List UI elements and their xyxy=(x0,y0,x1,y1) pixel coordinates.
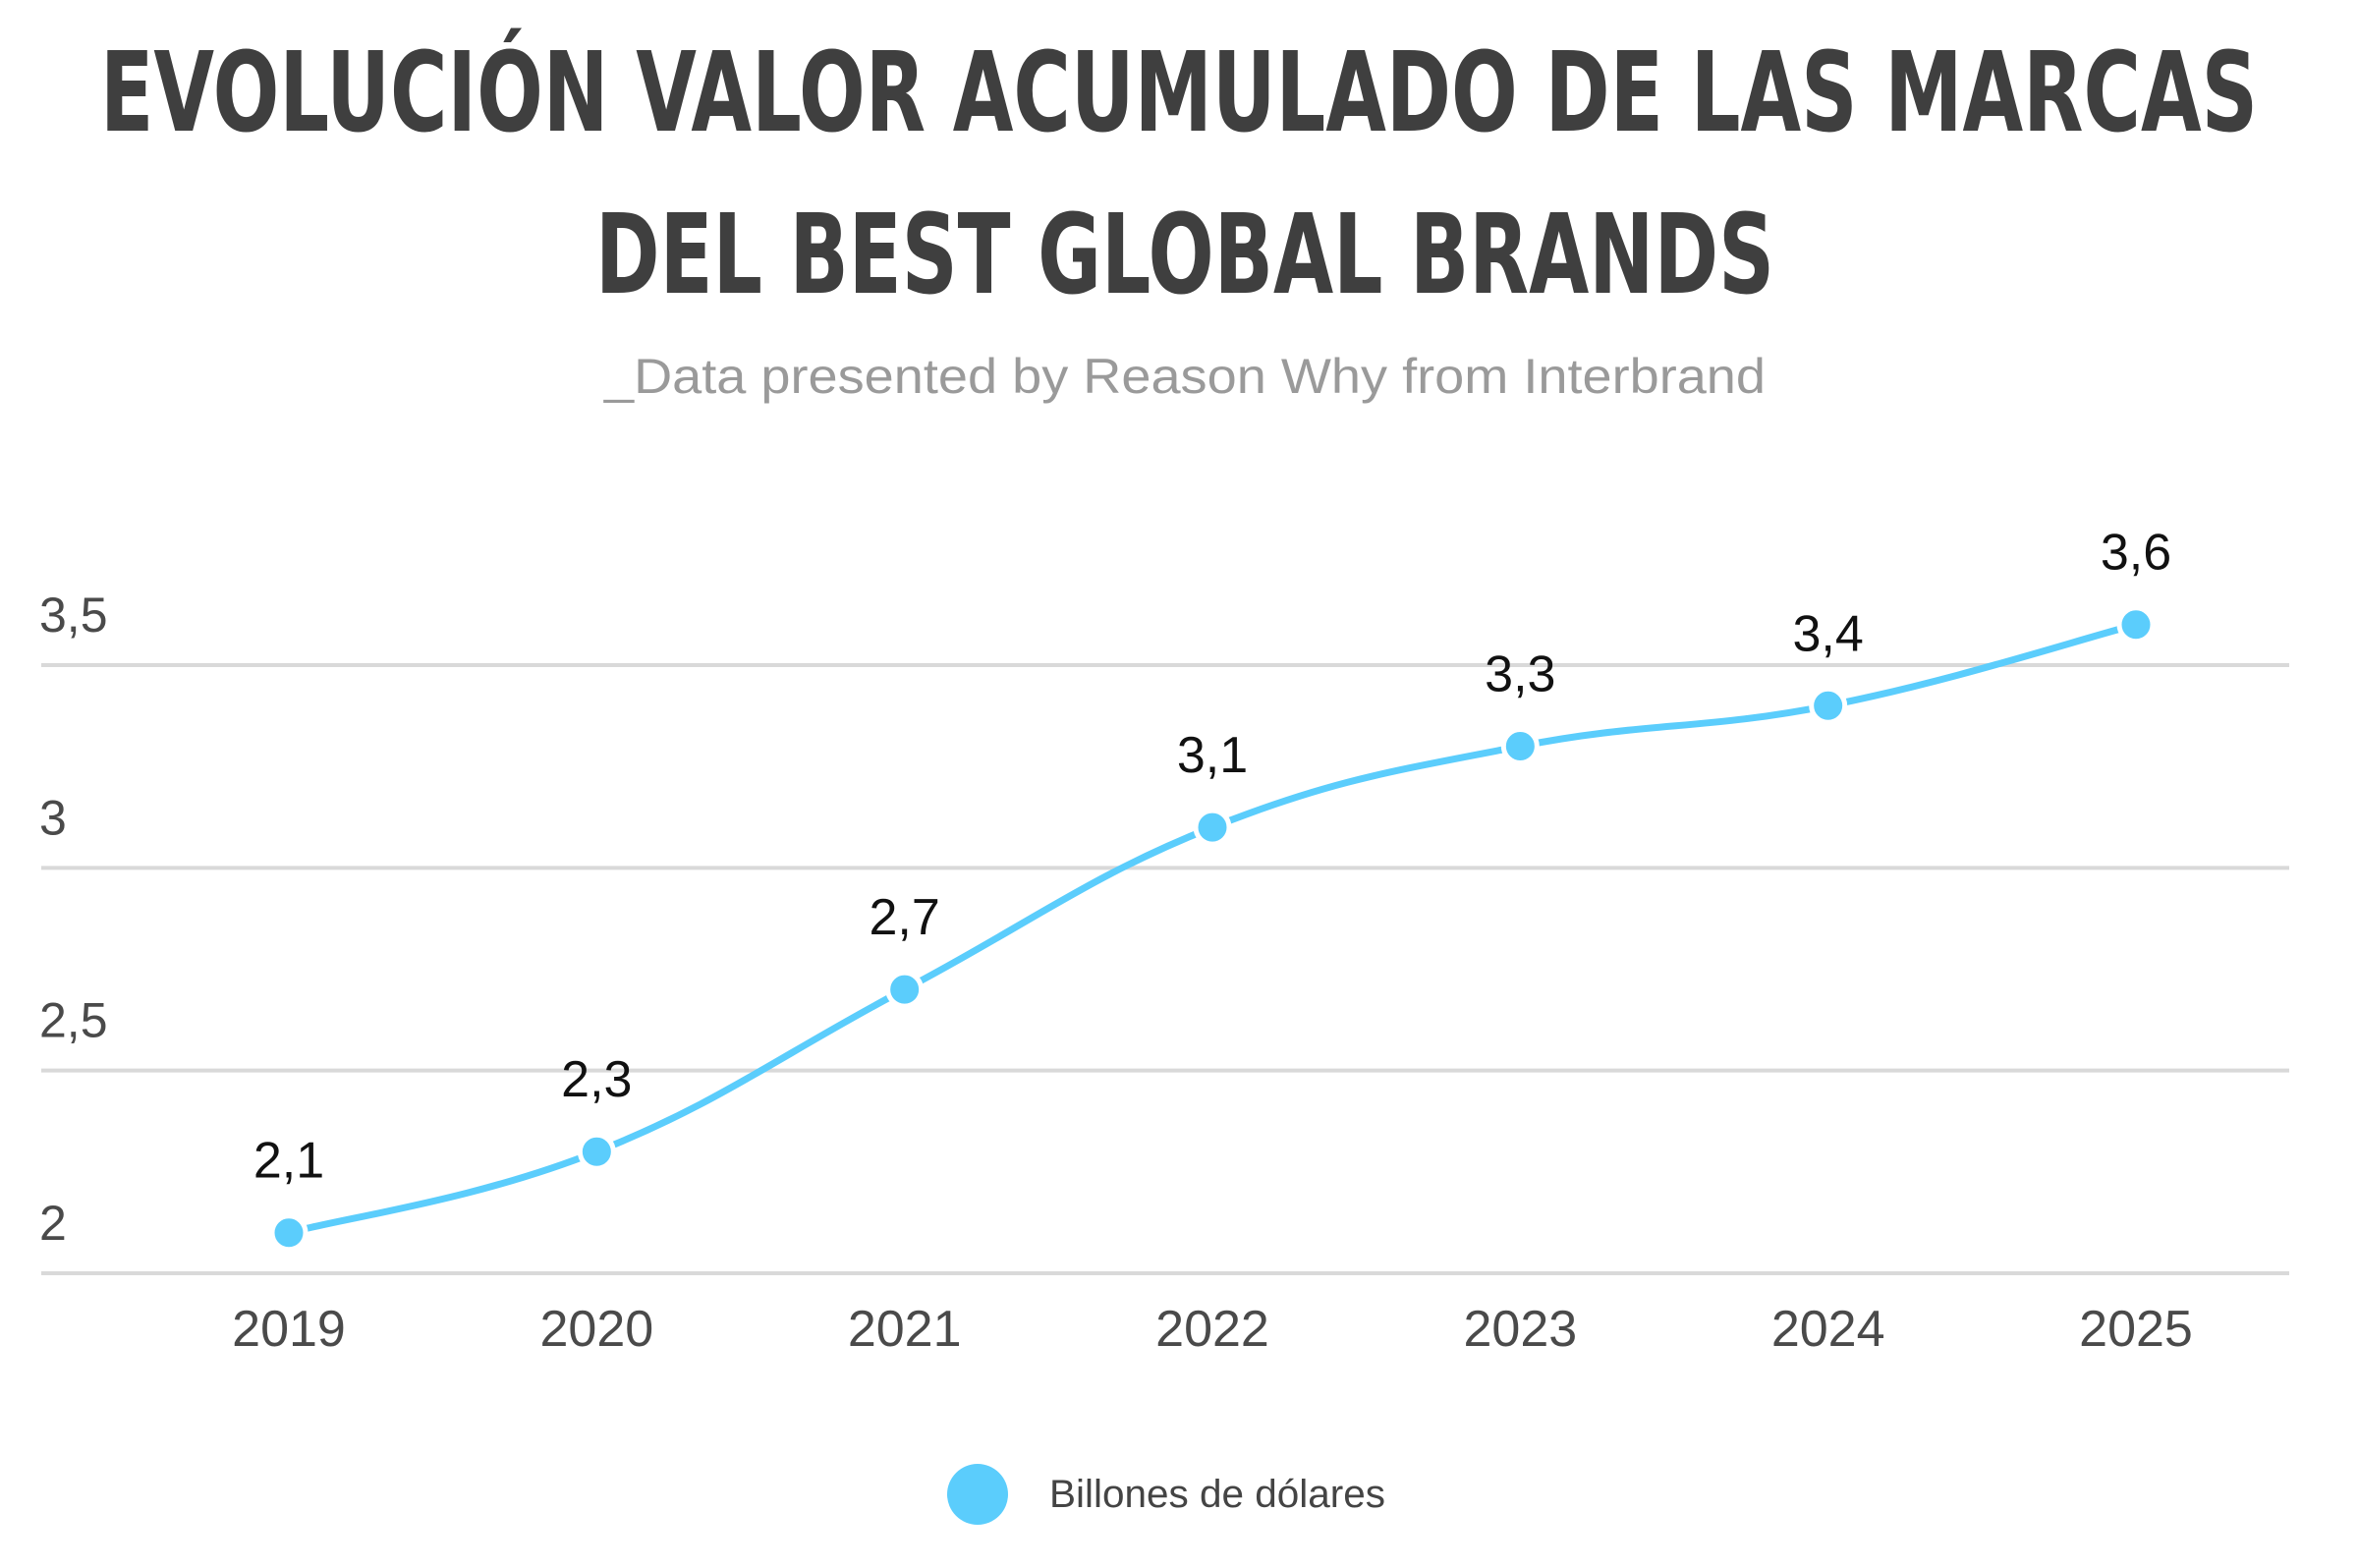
data-points: 2,1 2,3 2,7 3,1 3,3 3,4 3,6 xyxy=(253,525,2171,1253)
data-label: 3,6 xyxy=(2101,525,2171,582)
data-point xyxy=(2116,605,2156,644)
data-label: 3,3 xyxy=(1485,646,1555,703)
data-label: 3,1 xyxy=(1177,727,1248,784)
y-tick-label: 3 xyxy=(39,790,67,845)
data-point xyxy=(577,1132,616,1171)
x-axis: 2019 2020 2021 2022 2023 2024 2025 xyxy=(232,1301,2193,1358)
x-tick-label: 2019 xyxy=(232,1301,346,1358)
data-label: 3,4 xyxy=(1793,605,1864,662)
legend-label: Billones de dólares xyxy=(1049,1473,1385,1516)
x-tick-label: 2025 xyxy=(2079,1301,2193,1358)
data-label: 2,3 xyxy=(561,1051,632,1108)
y-tick-label: 3,5 xyxy=(39,588,108,643)
series-line xyxy=(285,621,2140,1237)
data-point xyxy=(1193,808,1232,847)
data-point xyxy=(269,1213,309,1253)
x-tick-label: 2020 xyxy=(539,1301,653,1358)
y-tick-label: 2 xyxy=(39,1196,67,1251)
grid: 2 2,5 3 3,5 xyxy=(39,588,2289,1275)
x-tick-label: 2021 xyxy=(848,1301,962,1358)
legend-swatch xyxy=(947,1464,1008,1525)
data-point xyxy=(1809,686,1848,725)
chart-title-line-2: DEL BEST GLOBAL BRANDS xyxy=(595,192,1774,319)
chart-subtitle: _Data presented by Reason Why from Inter… xyxy=(603,349,1766,404)
x-tick-label: 2024 xyxy=(1771,1301,1885,1358)
data-label: 2,7 xyxy=(870,889,940,946)
x-tick-label: 2023 xyxy=(1463,1301,1577,1358)
y-tick-label: 2,5 xyxy=(39,993,108,1048)
chart-title-line-1: EVOLUCIÓN VALOR ACUMULADO DE LAS MARCAS xyxy=(100,28,2258,157)
legend: Billones de dólares xyxy=(947,1464,1385,1525)
data-point xyxy=(885,970,925,1009)
data-label: 2,1 xyxy=(253,1133,324,1190)
x-tick-label: 2022 xyxy=(1155,1301,1269,1358)
data-point xyxy=(1500,727,1540,766)
